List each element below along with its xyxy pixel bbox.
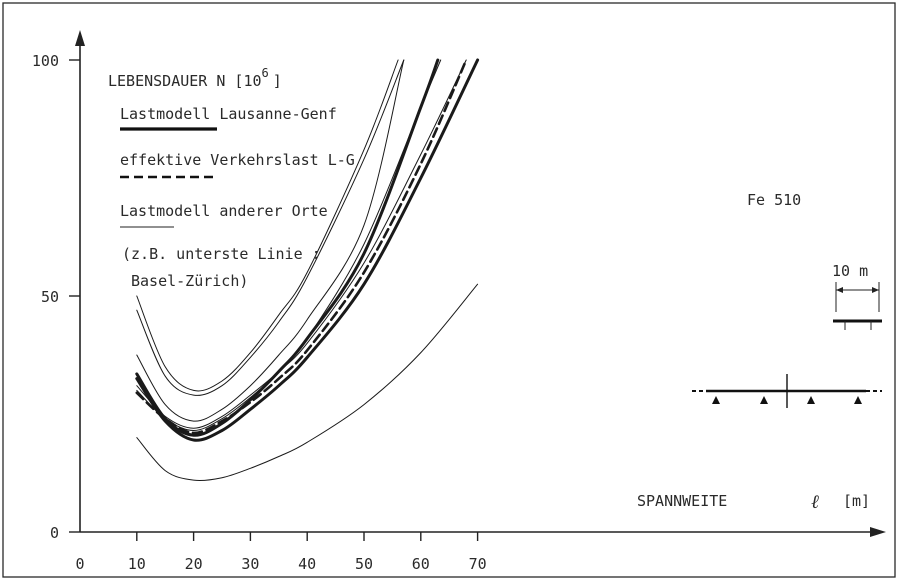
x-tick-label: 20 [185,555,203,573]
y-axis-arrowhead [75,30,85,46]
y-ticks: 0 50 100 [32,52,80,542]
x-axis-label: SPANNWEITE [637,492,727,510]
chart-title: LEBENSDAUER N [106] [108,66,282,90]
legend-label-andere: Lastmodell anderer Orte [120,202,328,220]
y-tick-label: 0 [50,524,59,542]
support-triangle-icon [760,396,768,404]
support-triangle-icon [712,396,720,404]
x-tick-label: 30 [241,555,259,573]
series-line-7-thin [136,59,405,396]
series-line-5-thin [136,59,442,432]
series-line-1-thick [135,58,480,442]
x-axis-symbol: ℓ [811,491,819,513]
span-arrow-left-icon [836,287,843,293]
series-line-3-dashed [135,58,468,435]
series-group [135,58,480,482]
series-line-8-thin [136,59,399,392]
x-tick-label: 70 [469,555,487,573]
legend-label-effektive: effektive Verkehrslast L-G [120,151,355,169]
series-line-9-thin [136,283,479,482]
y-tick-label: 100 [32,52,59,70]
continuous-beam-diagram [692,374,882,408]
x-tick-label: 50 [355,555,373,573]
legend-note-line-2: Basel-Zürich) [131,272,248,290]
support-triangle-icon [854,396,862,404]
legend: Lastmodell Lausanne-Genf effektive Verke… [120,105,355,290]
legend-label-lausanne: Lastmodell Lausanne-Genf [120,105,337,123]
material-label: Fe 510 [747,191,801,209]
span-label: 10 m [832,262,868,280]
x-axis-unit: [m] [843,492,870,510]
x-tick-label: 60 [412,555,430,573]
y-tick-label: 50 [41,288,59,306]
series-line-6-thin [136,59,405,422]
x-tick-label: 10 [128,555,146,573]
legend-note-line-1: (z.B. unterste Linie : [122,245,321,263]
x-tick-label: 40 [298,555,316,573]
x-ticks: 0 10 20 30 40 50 60 70 [75,532,487,573]
x-axis-arrowhead [870,527,886,537]
x-tick-label: 0 [75,555,84,573]
span-arrow-right-icon [872,287,879,293]
span-diagram: 10 m [832,262,882,330]
support-triangle-icon [807,396,815,404]
